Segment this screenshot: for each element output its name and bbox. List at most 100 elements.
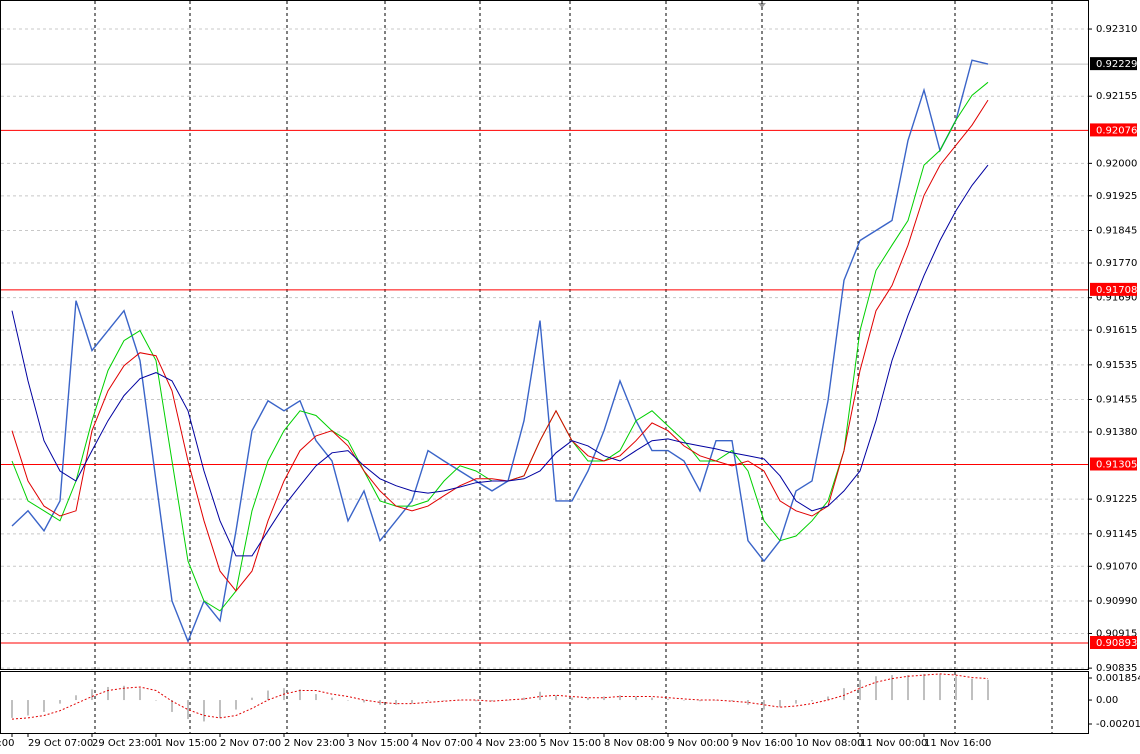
osc-bar <box>91 689 93 701</box>
osc-bar <box>827 696 829 701</box>
osc-bar <box>731 700 733 702</box>
osc-bar <box>795 700 797 704</box>
plot <box>1 59 1088 722</box>
osc-bar <box>923 673 925 701</box>
x-tick-label: 29 Oct 07:00 <box>28 738 93 749</box>
osc-bar <box>715 700 717 701</box>
y-tick-label: 0.91615 <box>1096 325 1137 336</box>
x-tick-label: 10 Nov 08:00 <box>796 738 863 749</box>
osc-bar <box>635 696 637 701</box>
grid <box>1 1 1088 733</box>
osc-bar <box>955 676 957 701</box>
osc-bar <box>507 700 509 701</box>
y-tick-label: 0.91845 <box>1096 226 1137 237</box>
x-tick-label: 1 Nov 15:00 <box>156 738 217 749</box>
x-tick-label: 4 Nov 23:00 <box>476 738 537 749</box>
osc-bar <box>683 700 685 701</box>
osc-bar <box>779 700 781 708</box>
osc-bar <box>571 697 573 701</box>
x-tick-label: 4 Nov 07:00 <box>412 738 473 749</box>
level-label: 0.92076 <box>1096 125 1137 136</box>
y-tick-label: 0.91380 <box>1096 427 1137 438</box>
y-tick-label: 0.91535 <box>1096 360 1137 371</box>
series-line <box>11 164 989 557</box>
main-panel <box>0 0 1089 670</box>
y-tick-label: 0.91690 <box>1096 293 1137 304</box>
osc-bar <box>555 695 557 701</box>
osc-bar <box>699 700 701 702</box>
osc-bar <box>11 700 13 718</box>
osc-bar <box>971 678 973 701</box>
osc-bar <box>843 688 845 701</box>
x-tick-label: 9 Nov 00:00 <box>668 738 729 749</box>
osc-bar <box>619 695 621 701</box>
y-tick-label: 0.90835 <box>1096 663 1137 674</box>
series-line <box>11 99 989 592</box>
y-tick-label: 0.91455 <box>1096 394 1137 405</box>
osc-bar <box>907 675 909 701</box>
osc-bar <box>267 690 269 701</box>
osc-bar <box>427 700 429 702</box>
oscillator-panel <box>0 671 1089 734</box>
osc-bar <box>859 679 861 701</box>
osc-signal <box>11 673 989 720</box>
series-line <box>11 59 989 644</box>
osc-y-tick-label: -0.002015 <box>1096 719 1140 730</box>
osc-bar <box>539 691 541 701</box>
x-tick-label: 9 Nov 16:00 <box>732 738 793 749</box>
y-tick-label: 0.90990 <box>1096 596 1137 607</box>
y-tick-label: 0.90915 <box>1096 628 1137 639</box>
osc-bar <box>315 694 317 701</box>
x-tick-label: 5:00 <box>0 738 14 749</box>
osc-bar <box>459 700 461 701</box>
x-tick-label: 29 Oct 23:00 <box>92 738 157 749</box>
osc-bar <box>443 700 445 701</box>
y-tick-label: 0.91225 <box>1096 494 1137 505</box>
osc-bar <box>587 697 589 701</box>
osc-bar <box>203 700 205 722</box>
axis: 0.92310 0.92155 0.92000 0.91925 0.91845 0.917… <box>0 24 1140 749</box>
level-label: 0.90893 <box>1096 638 1137 649</box>
level-box <box>1090 123 1137 137</box>
osc-bar <box>43 700 45 712</box>
osc-bar <box>523 697 525 701</box>
osc-bar <box>475 700 477 702</box>
level-label: 0.91305 <box>1096 459 1137 470</box>
x-tick-label: 11 Nov 16:00 <box>924 738 991 749</box>
osc-bar <box>123 685 125 701</box>
osc-bar <box>411 700 413 704</box>
osc-bar <box>251 697 253 701</box>
osc-bar <box>491 700 493 702</box>
current-price-label: 0.92229 <box>1096 59 1137 70</box>
osc-bar <box>667 698 669 701</box>
osc-bar <box>139 688 141 701</box>
osc-bar <box>171 700 173 712</box>
osc-bar <box>331 697 333 701</box>
osc-bar <box>987 679 989 701</box>
y-tick-label: 0.91770 <box>1096 258 1137 269</box>
x-tick-label: 5 Nov 15:00 <box>540 738 601 749</box>
osc-bar <box>811 700 813 702</box>
level-box <box>1090 282 1137 296</box>
osc-bar <box>299 689 301 701</box>
y-tick-label: 0.92155 <box>1096 91 1137 102</box>
osc-bar <box>347 700 349 701</box>
level-box <box>1090 636 1137 650</box>
osc-bar <box>75 695 77 701</box>
osc-bar <box>27 700 29 716</box>
osc-y-tick-label: 0.00 <box>1096 695 1118 706</box>
osc-bar <box>363 700 365 703</box>
osc-bar <box>235 700 237 710</box>
osc-bar <box>875 676 877 701</box>
osc-bar <box>939 673 941 701</box>
osc-bar <box>603 696 605 701</box>
y-tick-label: 0.92310 <box>1096 24 1137 35</box>
x-tick-label: 2 Nov 23:00 <box>284 738 345 749</box>
osc-bar <box>187 700 189 720</box>
current-price-box <box>1090 57 1137 71</box>
osc-y-tick-label: 0.001854 <box>1096 673 1140 684</box>
osc-bar <box>763 700 765 710</box>
x-tick-label: 2 Nov 07:00 <box>220 738 281 749</box>
osc-bar <box>379 700 381 705</box>
